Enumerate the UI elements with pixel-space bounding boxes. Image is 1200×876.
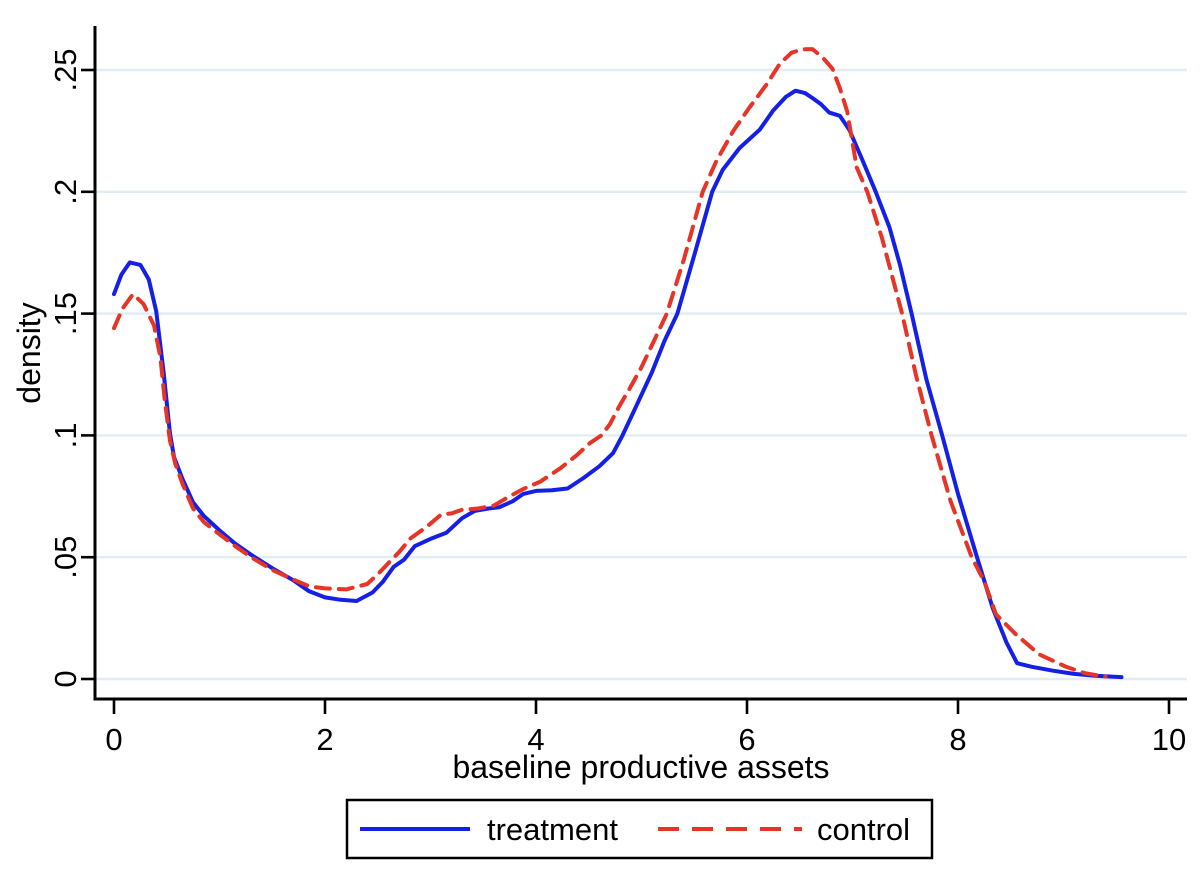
y-tick-label: .1 bbox=[48, 422, 83, 448]
x-tick-label: 2 bbox=[316, 722, 333, 757]
y-tick-label: .15 bbox=[48, 292, 83, 335]
series-layer bbox=[112, 47, 1124, 680]
y-tick-label: 0 bbox=[48, 670, 83, 687]
legend-control-label: control bbox=[817, 812, 910, 847]
x-tick-label: 4 bbox=[527, 722, 544, 757]
grid-layer bbox=[95, 68, 1187, 681]
x-tick-label: 0 bbox=[105, 722, 122, 757]
x-tick-label: 10 bbox=[1152, 722, 1186, 757]
y-axis-title: density bbox=[11, 302, 47, 403]
x-tick-label: 8 bbox=[949, 722, 966, 757]
y-tick-label: .25 bbox=[48, 48, 83, 91]
legend-treatment-label: treatment bbox=[487, 812, 618, 847]
x-tick-label: 6 bbox=[738, 722, 755, 757]
axis-layer: 0 .05 .1 .15 .2 .25 0 2 4 6 8 10 bbox=[48, 26, 1187, 757]
legend: treatment control bbox=[345, 798, 934, 860]
x-axis-title: baseline productive assets bbox=[452, 749, 829, 785]
y-tick-label: .2 bbox=[48, 179, 83, 205]
treatment-curve bbox=[112, 88, 1124, 680]
y-tick-label: .05 bbox=[48, 536, 83, 579]
control-curve bbox=[112, 47, 1108, 679]
